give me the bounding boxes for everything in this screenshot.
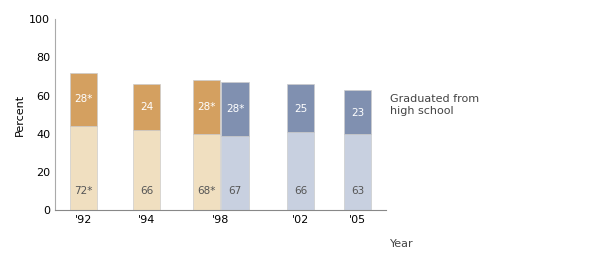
- Text: 63: 63: [351, 186, 364, 196]
- Bar: [133, 130, 160, 210]
- Bar: [287, 132, 314, 210]
- Text: 68*: 68*: [198, 186, 216, 196]
- Text: Graduated from
high school: Graduated from high school: [390, 94, 479, 116]
- Text: 23: 23: [351, 108, 364, 118]
- Bar: [193, 134, 220, 210]
- Bar: [287, 84, 314, 132]
- Bar: [193, 80, 220, 134]
- Text: 28*: 28*: [75, 94, 93, 104]
- Text: 28*: 28*: [198, 102, 216, 112]
- Bar: [344, 90, 371, 134]
- Text: 24: 24: [140, 102, 153, 112]
- Bar: [221, 136, 249, 210]
- Bar: [344, 134, 371, 210]
- Text: 66: 66: [140, 186, 153, 196]
- Text: 72*: 72*: [75, 186, 93, 196]
- Bar: [70, 73, 97, 126]
- Bar: [133, 84, 160, 130]
- Text: 67: 67: [228, 186, 242, 196]
- Text: 28*: 28*: [226, 104, 244, 114]
- Bar: [221, 82, 249, 136]
- Text: 66: 66: [294, 186, 307, 196]
- Text: Year: Year: [390, 239, 413, 249]
- Y-axis label: Percent: Percent: [15, 94, 25, 136]
- Bar: [70, 126, 97, 210]
- Text: 25: 25: [294, 104, 307, 114]
